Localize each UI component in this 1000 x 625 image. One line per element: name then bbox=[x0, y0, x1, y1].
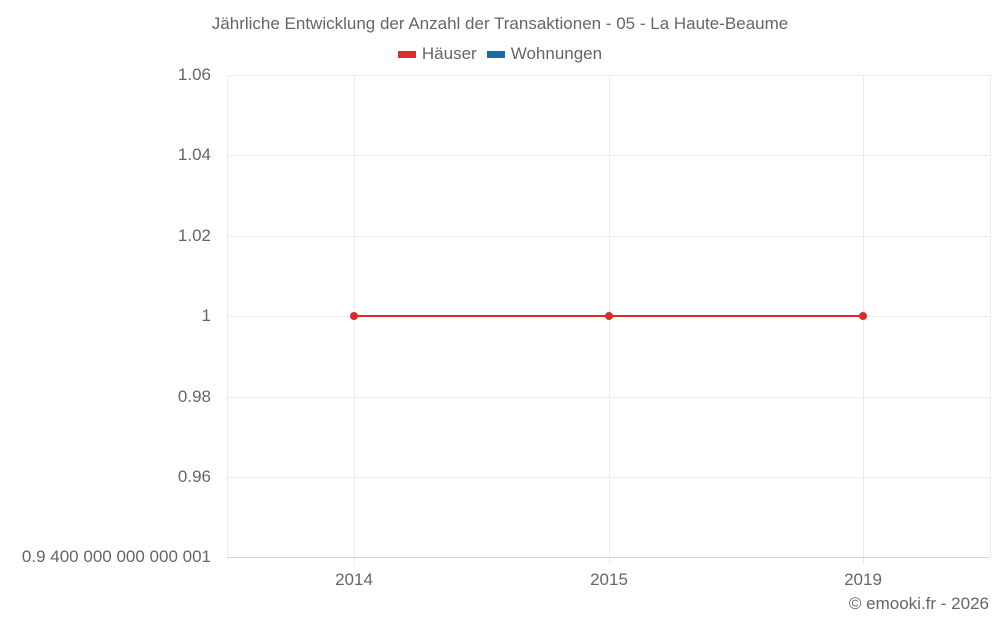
legend-label-wohnungen: Wohnungen bbox=[510, 44, 603, 63]
y-tick-label: 0.98 bbox=[177, 387, 211, 406]
x-gridlines bbox=[227, 75, 991, 565]
y-tick-label: 1 bbox=[201, 306, 211, 325]
credit-link[interactable]: © emooki.fr - 2026 bbox=[848, 594, 989, 613]
legend-item-haeuser[interactable]: Häuser bbox=[397, 44, 477, 64]
y-tick-label: 0.9 400 000 000 000 001 bbox=[21, 547, 211, 566]
data-point-2015[interactable] bbox=[605, 312, 613, 320]
y-tick-label: 1.02 bbox=[177, 226, 211, 245]
x-tick-label: 2019 bbox=[844, 570, 882, 589]
y-tick-label: 0.96 bbox=[177, 467, 211, 486]
y-tick-label: 1.04 bbox=[177, 145, 211, 164]
legend-label-haeuser: Häuser bbox=[421, 44, 477, 63]
legend-swatch-haeuser bbox=[397, 50, 416, 58]
data-point-2019[interactable] bbox=[859, 312, 867, 320]
y-gridlines bbox=[227, 75, 990, 478]
legend: Häuser Wohnungen bbox=[0, 44, 1000, 64]
chart-title: Jährliche Entwicklung der Anzahl der Tra… bbox=[211, 14, 789, 33]
legend-item-wohnungen[interactable]: Wohnungen bbox=[486, 44, 603, 64]
x-tick-label: 2014 bbox=[335, 570, 373, 589]
data-point-2014[interactable] bbox=[350, 312, 358, 320]
legend-swatch-wohnungen bbox=[486, 50, 505, 58]
y-tick-label: 1.06 bbox=[177, 65, 211, 84]
x-tick-label: 2015 bbox=[590, 570, 628, 589]
